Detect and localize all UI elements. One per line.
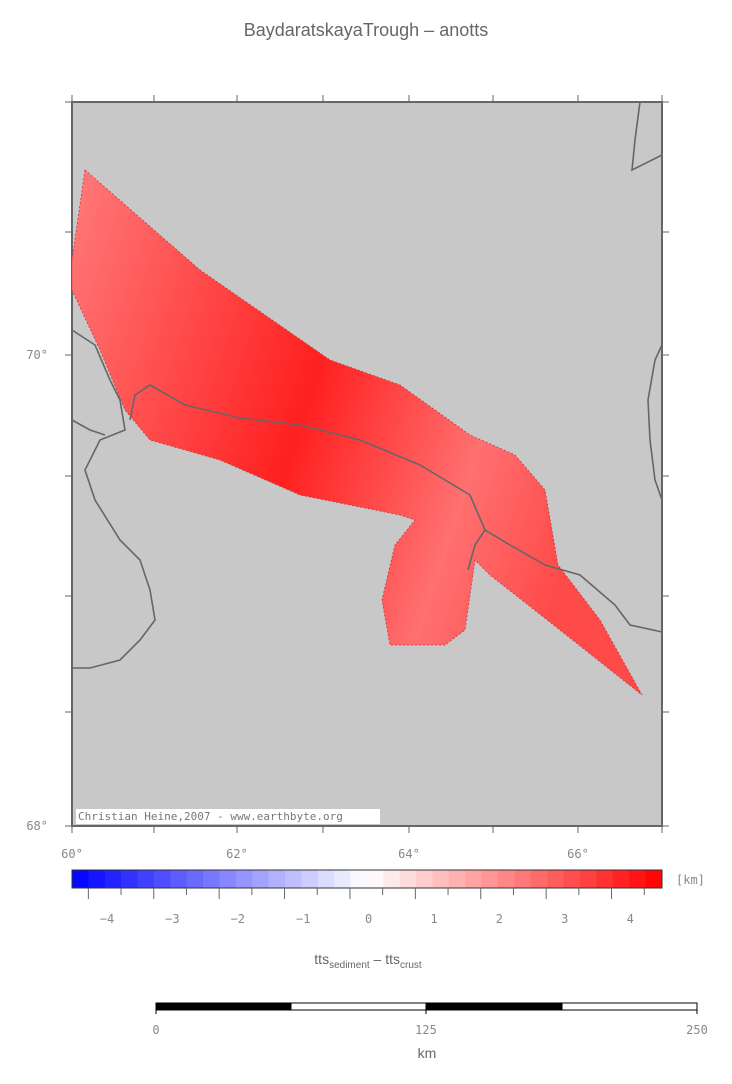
colorbar-tick-label: 1 bbox=[430, 912, 437, 926]
lon-label: 66° bbox=[567, 847, 589, 861]
colorbar-cell bbox=[530, 870, 548, 888]
label-sub: crust bbox=[400, 960, 422, 971]
colorbar-cell bbox=[547, 870, 565, 888]
scale-segment bbox=[425, 1002, 562, 1011]
colorbar-cell bbox=[285, 870, 302, 888]
colorbar-cell bbox=[645, 870, 663, 888]
colorbar-cell bbox=[465, 870, 483, 888]
colorbar-cell bbox=[580, 870, 597, 888]
scale-unit: km bbox=[418, 1045, 437, 1061]
colorbar-cell bbox=[383, 870, 401, 888]
colorbar-tick-label: 3 bbox=[561, 912, 568, 926]
colorbar-label: ttssediment – ttscrust bbox=[314, 951, 422, 971]
lat-label: 70° bbox=[26, 348, 48, 362]
lat-label: 68° bbox=[26, 819, 48, 833]
colorbar-cell bbox=[514, 870, 532, 888]
colorbar-cell bbox=[399, 870, 417, 888]
colorbar-cell bbox=[268, 870, 286, 888]
colorbar-cell bbox=[88, 870, 106, 888]
colorbar: −4 −3 −2 −1 0 1 2 3 4 bbox=[71, 869, 663, 926]
colorbar-cell bbox=[301, 870, 319, 888]
credit: Christian Heine,2007 - www.earthbyte.org bbox=[78, 810, 343, 823]
map-ticks: 70° 68° 60° 62° 64° 66° bbox=[26, 95, 669, 861]
colorbar-cell bbox=[629, 870, 647, 888]
colorbar-cell bbox=[612, 870, 630, 888]
colorbar-cell bbox=[563, 870, 581, 888]
colorbar-cell bbox=[219, 870, 237, 888]
colorbar-cell bbox=[596, 870, 614, 888]
colorbar-cell bbox=[367, 870, 384, 888]
scale-tick-label: 250 bbox=[686, 1023, 708, 1037]
colorbar-cell bbox=[350, 870, 368, 888]
colorbar-cell bbox=[153, 870, 171, 888]
lon-label: 62° bbox=[226, 847, 248, 861]
colorbar-cell bbox=[317, 870, 335, 888]
scale-bar: 0 125 250 bbox=[152, 1002, 708, 1037]
colorbar-cell bbox=[448, 870, 466, 888]
colorbar-cell bbox=[235, 870, 253, 888]
colorbar-cell bbox=[121, 870, 139, 888]
colorbar-cell bbox=[170, 870, 188, 888]
colorbar-tick-label: 2 bbox=[496, 912, 503, 926]
colorbar-unit: [km] bbox=[676, 873, 705, 887]
coastlines bbox=[71, 101, 663, 669]
colorbar-tick-label: −2 bbox=[231, 912, 245, 926]
colorbar-cell bbox=[104, 870, 122, 888]
colorbar-cell bbox=[137, 870, 155, 888]
colorbar-cell bbox=[203, 870, 220, 888]
scale-segment bbox=[155, 1002, 292, 1011]
colorbar-tick-label: −1 bbox=[296, 912, 310, 926]
scale-segment bbox=[561, 1002, 698, 1011]
label-sub: sediment bbox=[329, 960, 370, 971]
colorbar-cell bbox=[252, 870, 270, 888]
scale-tick-label: 0 bbox=[152, 1023, 159, 1037]
colorbar-frame bbox=[71, 869, 663, 889]
colorbar-tick-label: 0 bbox=[365, 912, 372, 926]
colorbar-tick-label: −4 bbox=[100, 912, 114, 926]
title: BaydaratskayaTrough – anotts bbox=[244, 20, 488, 40]
scale-tick-label: 125 bbox=[415, 1023, 437, 1037]
colorbar-cell bbox=[498, 870, 515, 888]
anomaly-region bbox=[71, 169, 643, 696]
colorbar-cell bbox=[72, 870, 89, 888]
lon-label: 64° bbox=[398, 847, 420, 861]
colorbar-cell bbox=[432, 870, 450, 888]
credit-box bbox=[76, 809, 380, 824]
colorbar-cell bbox=[186, 870, 204, 888]
colorbar-cell bbox=[481, 870, 499, 888]
colorbar-tick-label: −3 bbox=[165, 912, 179, 926]
scale-segment bbox=[290, 1002, 427, 1011]
colorbar-tick-label: 4 bbox=[627, 912, 634, 926]
lon-label: 60° bbox=[61, 847, 83, 861]
label-text: tts bbox=[314, 951, 329, 967]
colorbar-cell bbox=[416, 870, 434, 888]
label-text: – tts bbox=[370, 951, 400, 967]
colorbar-cell bbox=[334, 870, 352, 888]
